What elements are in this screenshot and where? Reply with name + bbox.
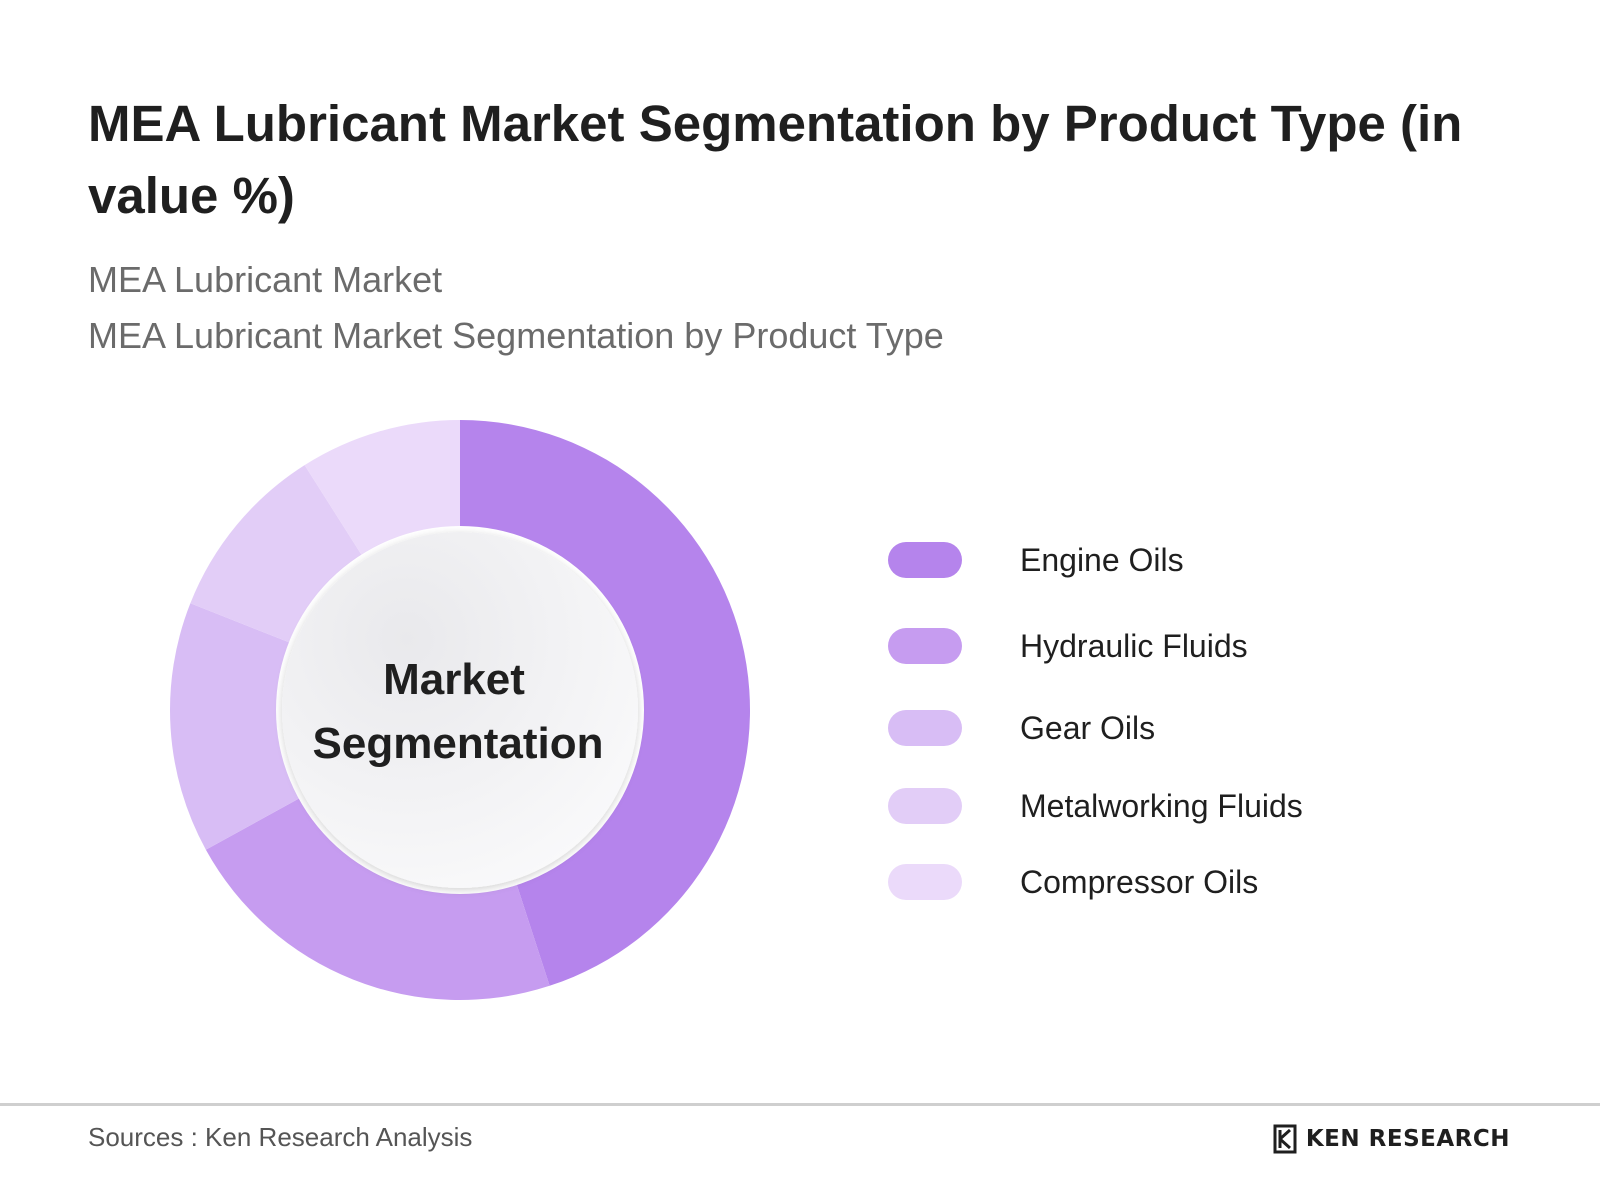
center-disc: [282, 532, 638, 888]
legend-item-gear-oils: Gear Oils: [888, 708, 1528, 748]
legend-label-compressor-oils: Compressor Oils: [1020, 864, 1259, 900]
brand-logo: KEN RESEARCH: [1272, 1122, 1510, 1156]
chart-subtitle-market: MEA Lubricant Market: [88, 259, 443, 300]
donut-chart: Market Segmentation: [160, 420, 780, 1040]
legend-item-compressor-oils: Compressor Oils: [888, 862, 1528, 902]
chart-subtitle-segmentation: MEA Lubricant Market Segmentation by Pro…: [88, 315, 944, 356]
center-label-line-1: Market: [383, 655, 525, 704]
footer-divider: [0, 1103, 1600, 1106]
brand-name: KEN RESEARCH: [1305, 1126, 1510, 1152]
legend-item-engine-oils: Engine Oils: [888, 540, 1528, 580]
legend-item-hydraulic-fluids: Hydraulic Fluids: [888, 626, 1528, 666]
legend-swatch-compressor-oils: [888, 864, 962, 900]
legend-label-engine-oils: Engine Oils: [1020, 542, 1184, 578]
legend-swatch-hydraulic-fluids: [888, 628, 962, 664]
legend-item-metalworking-fluids: Metalworking Fluids: [888, 786, 1528, 826]
chart-title: MEA Lubricant Market Segmentation by Pro…: [88, 95, 1463, 224]
legend-label-metalworking-fluids: Metalworking Fluids: [1020, 788, 1303, 824]
source-note: Sources : Ken Research Analysis: [88, 1122, 473, 1152]
legend-swatch-gear-oils: [888, 710, 962, 746]
legend-swatch-engine-oils: [888, 542, 962, 578]
ken-research-logo-icon: [1273, 1124, 1297, 1154]
legend-swatch-metalworking-fluids: [888, 788, 962, 824]
center-label-line-2: Segmentation: [313, 719, 604, 768]
legend-label-hydraulic-fluids: Hydraulic Fluids: [1020, 628, 1248, 664]
slice-hydraulic-fluids: [205, 782, 550, 1000]
legend-label-gear-oils: Gear Oils: [1020, 710, 1156, 746]
donut-chart-svg: Market Segmentation: [170, 420, 750, 1000]
